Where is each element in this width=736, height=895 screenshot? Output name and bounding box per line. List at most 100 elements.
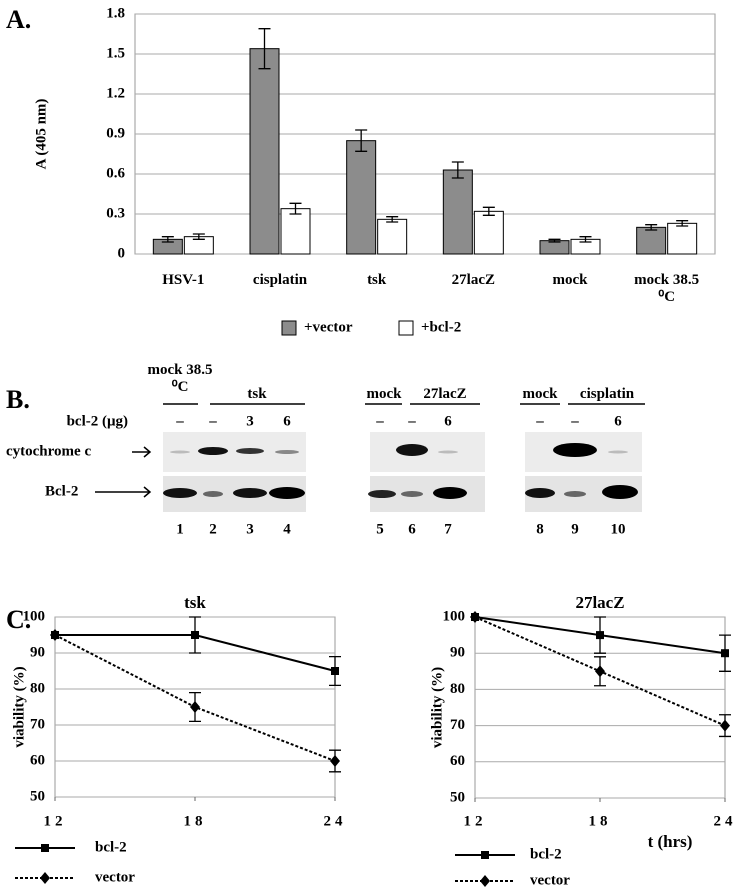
legend-label: +bcl-2: [421, 319, 461, 335]
error-bar: [161, 236, 174, 243]
x-tick-label: HSV-1: [162, 272, 205, 288]
marker: [50, 629, 60, 641]
marker: [330, 755, 340, 767]
error-bar: [355, 129, 368, 152]
x-tick-label: 18: [184, 813, 207, 829]
x-tick-label: 12: [44, 813, 67, 829]
y-tick-label: 60: [30, 752, 45, 768]
dose: –: [535, 413, 544, 429]
group-label: mock: [522, 386, 558, 402]
marker: [191, 631, 199, 639]
y-tick-label: 70: [450, 717, 465, 733]
y-tick-label: 80: [450, 681, 465, 697]
lane-number: 4: [283, 521, 291, 537]
y-tick-label: 0: [118, 245, 126, 261]
y-tick-label: 0.6: [106, 165, 125, 181]
marker: [721, 649, 729, 658]
y-tick-label: 1.5: [106, 45, 125, 61]
dose: –: [407, 413, 416, 429]
group-label: tsk: [247, 386, 267, 402]
marker: [190, 701, 200, 713]
row-label: Bcl-2: [45, 483, 78, 499]
lane-number: 5: [376, 521, 384, 537]
lane-number: 3: [246, 521, 254, 537]
y-tick-label: 1.2: [106, 85, 125, 101]
y-tick-label: 70: [30, 716, 45, 732]
group-label: 27lacZ: [423, 386, 467, 402]
y-axis-label: viability (%): [11, 666, 27, 747]
x-tick-label: 24: [324, 813, 347, 829]
x-axis-label: t (hrs): [648, 832, 693, 851]
legend-label: bcl-2: [530, 846, 562, 862]
legend-swatch: [281, 320, 297, 336]
group-label: cisplatin: [579, 386, 635, 402]
blot-images: [95, 403, 645, 512]
dose: –: [375, 413, 384, 429]
group-label: mock 38.5 ⁰C: [147, 362, 213, 395]
lane-number: 7: [444, 521, 452, 537]
x-tick-label: tsk: [367, 272, 387, 288]
y-tick-label: 60: [450, 753, 465, 769]
y-tick-label: 50: [30, 788, 45, 804]
legend-swatch: [398, 320, 414, 336]
lane-number: 9: [571, 521, 579, 537]
y-tick-label: 1.8: [106, 5, 125, 21]
error-bar: [258, 28, 271, 70]
legend-marker: [40, 872, 50, 884]
x-tick-label: 18: [589, 813, 612, 829]
title: tsk: [184, 593, 206, 612]
y-tick-label: 90: [30, 644, 45, 660]
bar: [346, 140, 377, 255]
dose: 3: [246, 413, 254, 429]
error-bar: [192, 233, 205, 240]
panel-label: C.: [6, 605, 31, 634]
y-axis-label: A (405 nm): [33, 99, 49, 170]
error-bar: [676, 220, 689, 227]
x-tick-label: 24: [714, 813, 736, 829]
lane-number: 10: [611, 521, 626, 537]
bar: [249, 48, 280, 255]
error-bar: [579, 236, 592, 243]
dose: 6: [283, 413, 291, 429]
error-bar: [289, 202, 302, 215]
error-bar: [645, 224, 658, 231]
dose-label: bcl-2 (μg): [67, 413, 128, 429]
y-tick-label: 80: [30, 680, 45, 696]
lane-number: 8: [536, 521, 544, 537]
error-bar: [451, 161, 464, 179]
marker: [595, 665, 605, 678]
x-tick-label: cisplatin: [252, 272, 308, 288]
bar: [539, 240, 570, 255]
lane-number: 6: [408, 521, 416, 537]
bar: [636, 226, 667, 255]
y-tick-label: 90: [450, 645, 465, 661]
error-bar: [548, 238, 561, 243]
lane-number: 1: [176, 521, 184, 537]
dose: –: [208, 413, 217, 429]
marker: [331, 667, 339, 675]
legend-marker: [481, 851, 489, 859]
bar: [280, 208, 311, 255]
bar: [377, 218, 408, 255]
bar: [442, 169, 473, 255]
legend-label: +vector: [304, 319, 353, 335]
marker: [470, 611, 480, 623]
y-axis-label: viability (%): [429, 667, 445, 748]
group-label: mock: [366, 386, 402, 402]
legend-label: bcl-2: [95, 839, 127, 855]
row-label: cytochrome c: [6, 443, 91, 459]
y-tick-label: 0.3: [106, 205, 125, 221]
bar: [473, 210, 504, 255]
error-bar: [386, 216, 399, 223]
dose: –: [570, 413, 579, 429]
dose: 6: [614, 413, 622, 429]
marker: [720, 719, 730, 732]
y-tick-label: 50: [450, 789, 465, 805]
dose: –: [175, 413, 184, 429]
x-tick-label: 12: [464, 813, 487, 829]
marker: [596, 631, 604, 640]
bar: [667, 222, 698, 255]
legend-marker: [41, 844, 49, 852]
